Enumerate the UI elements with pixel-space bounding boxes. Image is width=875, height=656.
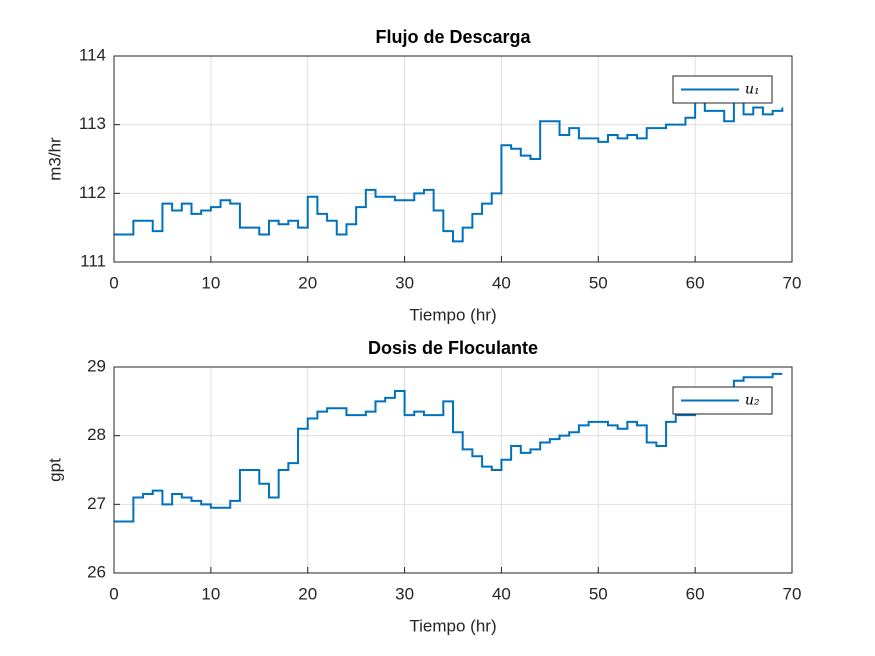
y-axis-label: m3/hr	[45, 137, 64, 181]
axes: 0 10 20 30 40 50 60 70 111 112 113 114 Flujo de Desc…	[45, 27, 801, 325]
y-tick-label: 111	[80, 251, 106, 270]
axes-box	[113, 366, 793, 574]
x-tick-label: 50	[589, 584, 608, 603]
chart-title: Dosis de Floculante	[368, 338, 538, 358]
y-tick-label: 113	[79, 114, 106, 133]
y-axis-label: gpt	[45, 458, 64, 482]
y-tick-label: 26	[87, 562, 106, 581]
x-tick-label: 30	[395, 584, 414, 603]
y-tick-label: 28	[87, 425, 106, 444]
x-axis-label: Tiempo (hr)	[409, 616, 496, 635]
y-tick-label: 112	[79, 183, 106, 202]
data-line	[114, 96, 784, 243]
legend: u₁	[672, 75, 773, 104]
y-tick-label: 27	[87, 494, 106, 513]
x-tick-label: 10	[201, 273, 220, 292]
x-tick-label: 60	[686, 584, 705, 603]
x-tick-label: 20	[298, 273, 317, 292]
x-tick-label: 50	[589, 273, 608, 292]
axes: 0 10 20 30 40 50 60 70 26 27 28 29 Dosis de Floculan…	[45, 338, 801, 636]
legend-label: u₁	[745, 82, 760, 98]
x-tick-label: 70	[783, 273, 802, 292]
y-tick-label: 114	[79, 45, 106, 64]
x-tick-label: 10	[201, 584, 220, 603]
x-tick-label: 70	[783, 584, 802, 603]
x-tick-label: 20	[298, 584, 317, 603]
chart-title: Flujo de Descarga	[375, 27, 531, 47]
legend-label: u₂	[745, 393, 760, 409]
y-tick-label: 29	[87, 356, 106, 375]
x-tick-label: 40	[492, 273, 511, 292]
legend: u₂	[672, 386, 773, 415]
x-tick-label: 0	[109, 273, 118, 292]
x-tick-label: 0	[109, 584, 118, 603]
x-axis-label: Tiempo (hr)	[409, 305, 496, 324]
x-tick-label: 40	[492, 584, 511, 603]
x-tick-label: 30	[395, 273, 414, 292]
data-line	[114, 372, 783, 523]
x-tick-label: 60	[686, 273, 705, 292]
axes-box	[113, 55, 793, 263]
